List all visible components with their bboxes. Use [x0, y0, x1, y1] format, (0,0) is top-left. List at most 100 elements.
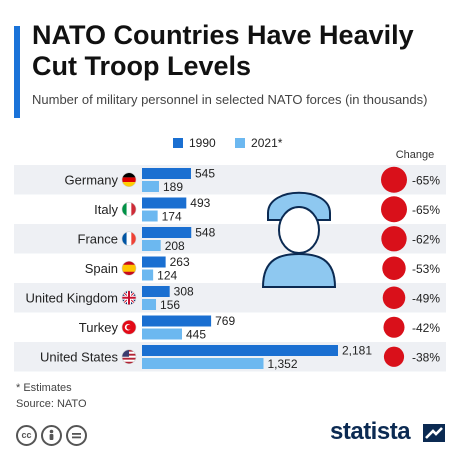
bar-1990 [142, 168, 191, 179]
category-label: United Kingdom [26, 290, 119, 305]
legend-swatch-2021 [235, 138, 246, 148]
head-shape [278, 206, 320, 254]
data-label-1990: 545 [195, 167, 215, 181]
flag-band [126, 202, 132, 217]
flag-band [126, 231, 132, 246]
flag-stripes [122, 320, 136, 335]
category-label: Germany [65, 172, 119, 187]
flag-band [122, 182, 136, 187]
flag-band [122, 357, 136, 360]
category-label: Italy [94, 202, 118, 217]
data-label-2021: 208 [165, 239, 185, 253]
category-label: Spain [85, 261, 118, 276]
row-band [14, 283, 446, 313]
bar-1990 [142, 227, 192, 238]
change-circle [382, 286, 406, 310]
flag-band [122, 202, 127, 217]
flag-stripes [122, 261, 136, 276]
change-circle [381, 196, 407, 223]
legend-item-2021: 2021* [235, 136, 282, 150]
data-label-2021: 445 [186, 328, 206, 342]
change-circle [383, 316, 405, 338]
data-label-2021: 156 [160, 298, 180, 312]
chart-title: NATO Countries Have Heavily Cut Troop Le… [32, 20, 414, 81]
legend: 1990 2021* [173, 136, 298, 150]
source-note: Source: NATO [16, 398, 87, 410]
bar-1990 [142, 256, 166, 268]
flag-band [122, 177, 136, 183]
data-label-2021: 1,352 [268, 357, 298, 371]
change-label: -62% [412, 232, 440, 246]
legend-label-2021: 2021* [251, 136, 283, 150]
category-label: United States [40, 349, 119, 364]
flag-cross [128, 290, 130, 305]
change-label: -65% [412, 173, 440, 187]
category-label: Turkey [79, 320, 119, 335]
change-label: -49% [412, 291, 440, 305]
bar-1990 [142, 345, 338, 356]
flag-crescent [126, 324, 132, 330]
data-label-1990: 308 [174, 285, 194, 299]
flag-band [122, 264, 136, 272]
bar-1990 [142, 315, 212, 327]
flag-band [122, 361, 136, 364]
flag-outline [121, 260, 137, 276]
change-circle [381, 226, 407, 252]
category-label: France [78, 231, 118, 246]
bar-2021 [142, 181, 159, 192]
flag-france-icon [121, 231, 137, 247]
change-label: -65% [412, 203, 440, 217]
flag-uk-icon [121, 290, 137, 306]
data-label-1990: 548 [195, 226, 215, 240]
brand-wordmark: statista [330, 418, 411, 445]
torso-shape [261, 252, 337, 288]
soldier-icon [261, 191, 337, 288]
change-circle [382, 256, 406, 280]
bar-2021 [142, 210, 158, 222]
data-label-2021: 124 [157, 269, 177, 283]
data-label-1990: 769 [215, 314, 235, 328]
data-label-1990: 263 [170, 255, 190, 269]
flag-italy-icon [121, 201, 137, 217]
bar-2021 [142, 240, 161, 251]
flag-band [122, 231, 127, 246]
change-header: Change [395, 149, 435, 161]
flag-band [131, 231, 136, 246]
legend-swatch-1990 [173, 138, 183, 148]
bar-2021 [142, 269, 154, 281]
flag-band [122, 359, 136, 362]
data-label-1990: 493 [190, 196, 210, 210]
flag-stripes [122, 290, 136, 305]
accent-bar [14, 26, 20, 118]
flag-spain-icon [121, 260, 137, 276]
legend-item-1990: 1990 [173, 136, 216, 150]
flag-outline [121, 290, 137, 306]
footnote: * Estimates Source: NATO [16, 380, 87, 412]
cc-icon: cc [16, 425, 37, 446]
flag-band [122, 172, 136, 178]
bar-2021 [142, 328, 182, 340]
data-label-2021: 174 [162, 210, 182, 224]
bar-2021 [142, 358, 264, 369]
row-band [14, 165, 446, 195]
flag-outline [121, 319, 137, 335]
flag-outline [121, 172, 137, 188]
flag-stripes [122, 202, 136, 217]
nd-icon [66, 425, 87, 446]
legend-label-1990: 1990 [189, 136, 216, 150]
statista-logo-icon [423, 424, 445, 442]
flag-stripes [122, 172, 136, 187]
flag-germany-icon [121, 172, 137, 188]
flag-stripes [122, 349, 136, 364]
flag-canton [122, 349, 129, 357]
change-label: -42% [412, 321, 440, 335]
data-label-1990: 2,181 [342, 344, 372, 358]
estimates-note: * Estimates [16, 382, 72, 394]
flag-outline [121, 231, 137, 247]
data-label-2021: 189 [163, 180, 183, 194]
row-band [14, 224, 446, 254]
by-icon [41, 425, 62, 446]
flag-outline [121, 201, 137, 217]
bar-1990 [142, 286, 170, 297]
flag-band [131, 202, 136, 217]
